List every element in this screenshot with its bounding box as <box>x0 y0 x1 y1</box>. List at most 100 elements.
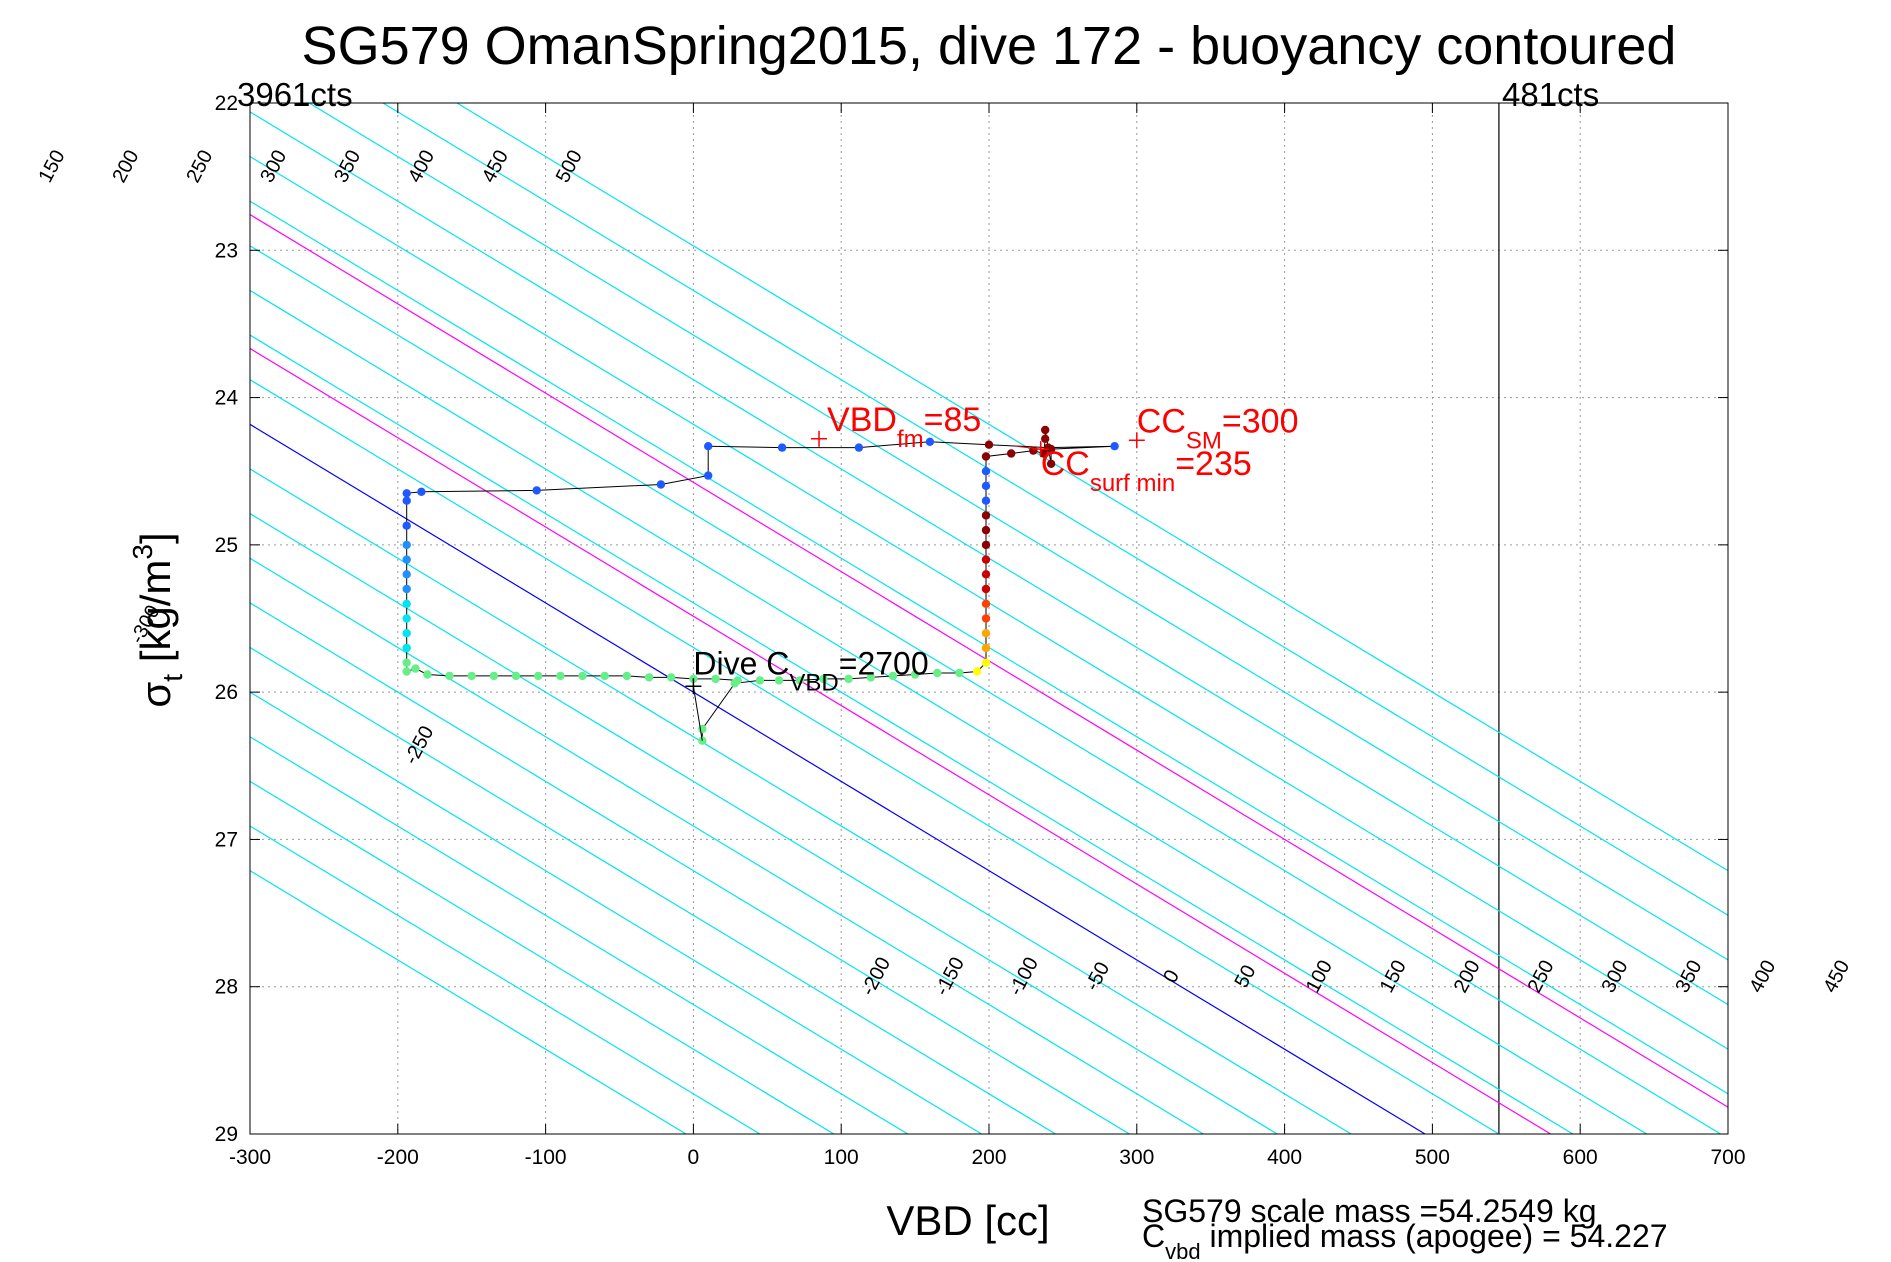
footer-implied-mass-rest: implied mass (apogee) = 54.227 <box>1201 1218 1668 1254</box>
x-tick-label: 600 <box>1563 1146 1598 1169</box>
track-point <box>667 673 676 682</box>
x-tick-label: 100 <box>824 1146 859 1169</box>
cc-surf-min-annotation-subscript: surf min <box>1090 470 1175 497</box>
y-tick-label: 23 <box>215 239 238 262</box>
track-point <box>795 676 804 685</box>
buoyancy-contour <box>250 691 982 1134</box>
track-point <box>1041 425 1050 435</box>
track-point <box>1039 449 1048 458</box>
y-tick-label: 25 <box>215 534 238 557</box>
track-point <box>600 671 609 681</box>
track-point <box>981 584 991 594</box>
top-right-note: 481cts <box>1502 76 1599 113</box>
x-tick-label: 300 <box>1119 1146 1154 1169</box>
highlight-contour <box>250 347 1551 1134</box>
track-point <box>402 584 411 594</box>
vbd-fm-annotation: VBDfm=85 <box>827 401 981 453</box>
track-point <box>511 671 521 681</box>
track-point <box>973 667 982 676</box>
track-point <box>774 676 784 685</box>
cc-surf-min-annotation-label: CC <box>1041 445 1090 483</box>
track-point <box>755 676 765 685</box>
x-tick-label: 400 <box>1267 1146 1302 1169</box>
track-point <box>981 570 991 579</box>
track-point <box>866 673 875 682</box>
footer-implied-mass-main: C <box>1142 1218 1165 1254</box>
y-axis-label: σt [kg/m3] <box>127 532 188 707</box>
cc-sm-annotation: CCSM=300 <box>1137 402 1299 454</box>
chart-title: SG579 OmanSpring2015, dive 172 - buoyanc… <box>302 16 1677 76</box>
dive-cvbd-annotation-label: Dive C <box>693 645 789 681</box>
track-point <box>981 629 991 638</box>
x-tick-label: -200 <box>377 1146 419 1169</box>
y-axis-label-close: ] <box>132 532 179 544</box>
track-point <box>1110 442 1119 451</box>
track-point <box>402 643 411 653</box>
y-axis-label-main: σ <box>132 682 179 708</box>
dive-cvbd-annotation-subscript: VBD <box>789 669 838 696</box>
buoyancy-contour <box>250 512 1278 1134</box>
buoyancy-contour <box>250 111 1728 1006</box>
x-tick-label: 700 <box>1710 1146 1745 1169</box>
track-point <box>925 437 935 446</box>
footer-scale-mass: SG579 scale mass =54.2549 kg <box>1142 1193 1597 1229</box>
track-point <box>981 658 991 667</box>
buoyancy-contour <box>250 646 1056 1134</box>
buoyancy-contour <box>250 245 1721 1134</box>
track-point <box>711 674 720 684</box>
track-point <box>955 668 964 678</box>
track-point <box>1041 434 1050 443</box>
track-point <box>981 481 991 491</box>
track-point <box>402 540 411 550</box>
buoyancy-contour <box>250 468 1352 1134</box>
track-point <box>423 670 432 679</box>
track-point <box>402 496 411 505</box>
y-axis-label-superscript: 3 <box>127 544 158 560</box>
track-point <box>532 486 541 495</box>
y-tick-label: 27 <box>215 828 238 851</box>
y-tick-label: 28 <box>215 976 238 999</box>
cc-sm-annotation-label: CC <box>1137 402 1186 440</box>
vbd-fm-annotation-value: =85 <box>924 401 982 439</box>
track-point <box>402 521 411 530</box>
buoyancy-contour <box>250 334 1574 1134</box>
axis-ticks: -300 -200 -100 0 100 200 300 400 500 600 700 22 23 24… <box>215 92 1746 1169</box>
track-point <box>854 443 864 452</box>
track-point <box>984 440 994 449</box>
track-point <box>411 664 420 673</box>
buoyancy-contour <box>456 103 1728 872</box>
y-tick-label: 22 <box>215 92 238 115</box>
track-point <box>981 511 991 520</box>
y-tick-label: 24 <box>215 387 239 410</box>
track-point <box>402 629 411 638</box>
track-point <box>933 668 942 678</box>
x-tick-label: 0 <box>688 1146 700 1169</box>
buoyancy-contour <box>250 602 1130 1134</box>
cc-surf-min-annotation: CCsurf min=235 <box>1041 445 1252 497</box>
track-point <box>888 671 898 681</box>
y-tick-label: 29 <box>215 1123 238 1146</box>
track-point <box>467 671 476 681</box>
footer-implied-mass: Cvbd implied mass (apogee) = 54.227 <box>1142 1218 1668 1262</box>
cc-sm-annotation-value: =300 <box>1222 402 1299 440</box>
track-point <box>417 487 426 496</box>
y-axis-label-units: [kg/m <box>132 560 179 674</box>
track-point <box>1007 449 1016 458</box>
track-point <box>622 671 632 681</box>
track-point <box>981 467 991 476</box>
track-point <box>777 443 787 452</box>
track-point <box>445 671 454 681</box>
track-point <box>489 671 499 681</box>
track-point <box>402 599 411 608</box>
buoyancy-contour <box>250 557 1204 1134</box>
x-tick-label: 500 <box>1415 1146 1450 1169</box>
x-tick-label: 200 <box>971 1146 1006 1169</box>
dive-cvbd-annotation: Dive CVBD=2700 <box>693 645 928 696</box>
buoyancy-contour <box>250 736 909 1134</box>
track-point <box>704 471 713 480</box>
track-point <box>981 614 991 623</box>
x-tick-label: -300 <box>229 1146 271 1169</box>
x-axis-label: VBD [cc] <box>886 1197 1049 1244</box>
